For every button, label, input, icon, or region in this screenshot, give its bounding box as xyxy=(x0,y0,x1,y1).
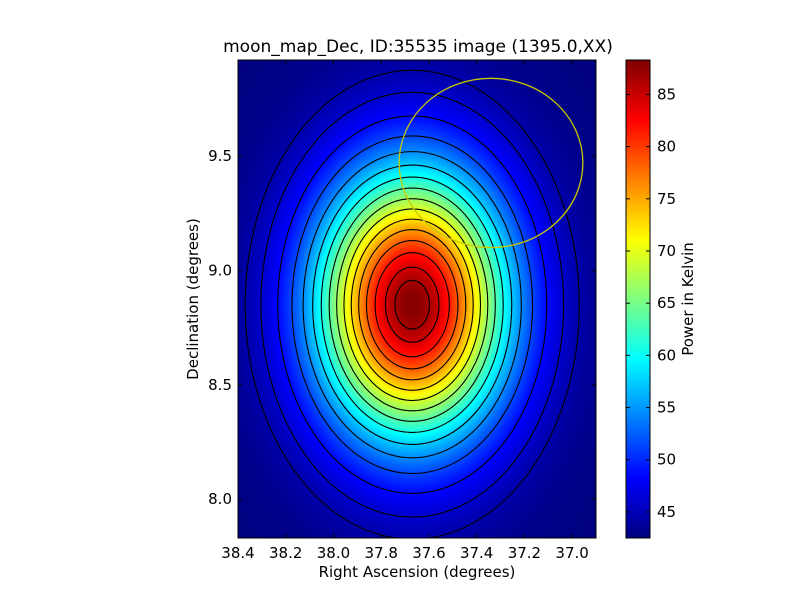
x-tick-label: 37.2 xyxy=(508,544,541,562)
contour-line-5 xyxy=(312,164,513,445)
colorbar-tick-label: 50 xyxy=(657,451,676,469)
x-tick-label: 37.0 xyxy=(555,544,588,562)
contour-line-10 xyxy=(350,218,474,391)
y-tick-label: 9.0 xyxy=(208,261,232,279)
contour-line-13 xyxy=(374,252,450,358)
contour-line-0 xyxy=(244,69,580,538)
colorbar-tick-label: 60 xyxy=(657,346,676,364)
y-tick-label: 9.5 xyxy=(208,147,232,165)
x-axis-label: Right Ascension (degrees) xyxy=(319,563,516,581)
colorbar-frame xyxy=(625,59,651,539)
colorbar-tick-label: 65 xyxy=(657,294,676,312)
y-tick-label: 8.0 xyxy=(208,490,232,508)
colorbar-gradient xyxy=(626,60,650,538)
colorbar-tick-label: 75 xyxy=(657,190,676,208)
plot-frame xyxy=(237,59,597,539)
colorbar-tick-label: 80 xyxy=(657,138,676,156)
chart-title: moon_map_Dec, ID:35535 image (1395.0,XX) xyxy=(223,37,613,57)
contour-line-7 xyxy=(328,187,496,422)
contour-line-3 xyxy=(291,135,534,475)
contour-line-15 xyxy=(394,279,431,330)
contour-line-14 xyxy=(384,266,440,343)
colorbar-tick-label: 85 xyxy=(657,85,676,103)
plot-area: 38.4 38.2 38.0 37.8 37.6 37.4 37.2 37.0 8.0 8.5 9… xyxy=(208,59,597,562)
yellow-circle-annotation xyxy=(398,77,584,249)
x-tick-label: 37.8 xyxy=(364,544,397,562)
colorbar-tick-label: 70 xyxy=(657,242,676,260)
contour-line-8 xyxy=(336,198,489,412)
x-axis-ticks: 38.4 38.2 38.0 37.8 37.6 37.4 37.2 37.0 xyxy=(221,60,589,562)
colorbar-ticks: 45 50 55 60 65 70 75 80 85 xyxy=(626,85,676,521)
contour-lines xyxy=(244,69,580,538)
contour-line-12 xyxy=(365,239,459,370)
contour-line-9 xyxy=(343,208,482,402)
x-tick-label: 37.6 xyxy=(412,544,445,562)
heatmap-image xyxy=(238,60,596,538)
x-tick-label: 38.2 xyxy=(269,544,302,562)
contour-line-1 xyxy=(260,91,565,518)
colorbar-tick-label: 55 xyxy=(657,399,676,417)
contour-line-11 xyxy=(358,229,467,381)
y-axis-label: Declination (degrees) xyxy=(184,218,202,380)
y-tick-label: 8.5 xyxy=(208,376,232,394)
contour-line-2 xyxy=(277,115,548,495)
x-tick-label: 38.4 xyxy=(221,544,254,562)
x-tick-label: 37.4 xyxy=(460,544,493,562)
colorbar: 45 50 55 60 65 70 75 80 85 xyxy=(625,59,676,539)
colorbar-label: Power in Kelvin xyxy=(679,242,697,356)
y-axis-ticks: 8.0 8.5 9.0 9.5 xyxy=(208,147,596,508)
contour-line-4 xyxy=(302,151,522,459)
x-tick-label: 38.0 xyxy=(317,544,350,562)
colorbar-tick-label: 45 xyxy=(657,503,676,521)
contour-line-6 xyxy=(320,176,504,433)
